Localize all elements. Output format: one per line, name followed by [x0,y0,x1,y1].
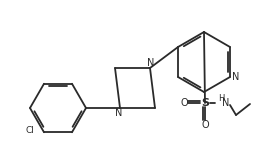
Text: S: S [200,98,208,108]
Text: O: O [200,120,208,130]
Text: N: N [231,72,239,82]
Text: N: N [115,108,122,118]
Text: N: N [221,98,229,108]
Text: O: O [180,98,187,108]
Text: Cl: Cl [25,126,34,135]
Text: H: H [217,94,223,103]
Text: N: N [147,58,154,68]
